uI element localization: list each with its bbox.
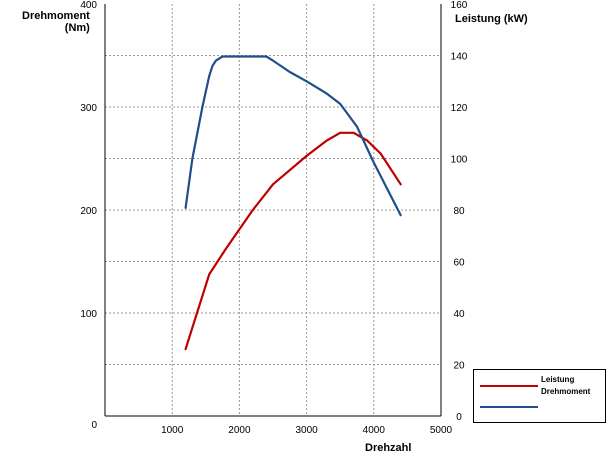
- y-left-tick-label: 400: [80, 0, 97, 11]
- y-right-tick-label: 60: [453, 258, 465, 269]
- x-axis-label: Drehzahl: [365, 442, 412, 454]
- y-right-tick-label: 140: [451, 52, 468, 63]
- y-left-tick-label: 300: [80, 103, 97, 114]
- legend-label-drehmoment: Drehmoment: [541, 387, 591, 396]
- y-right-tick-label: 0: [456, 412, 462, 423]
- legend-swatch-leistung: [480, 385, 538, 387]
- y-left-tick-label: 200: [80, 206, 97, 217]
- legend-swatch-drehmoment: [480, 406, 538, 408]
- origin-tick-label: 0: [91, 420, 97, 431]
- axes: [104, 4, 442, 417]
- tick-labels: 1000 2000 3000 4000 500001002003004000204060…: [80, 0, 467, 436]
- x-tick-label: 5000: [430, 425, 453, 436]
- y-right-tick-label: 20: [453, 361, 465, 372]
- x-tick-label: 2000: [228, 425, 251, 436]
- x-tick-label: 4000: [363, 425, 386, 436]
- x-tick-label: 1000: [161, 425, 184, 436]
- y-axis-left-label-line1: Drehmoment: [22, 10, 90, 22]
- series-lines: [184, 55, 402, 351]
- y-right-tick-label: 120: [451, 103, 468, 114]
- y-axis-left-label-line2: (Nm): [64, 22, 90, 34]
- y-right-tick-label: 160: [451, 0, 468, 11]
- y-left-tick-label: 100: [80, 309, 97, 320]
- y-right-tick-label: 80: [453, 206, 465, 217]
- legend-label-leistung: Leistung: [541, 375, 575, 384]
- legend: Leistung Drehmoment: [473, 369, 606, 423]
- y-right-tick-label: 40: [453, 309, 465, 320]
- y-axis-right-label: Leistung (kW): [455, 13, 528, 25]
- series-line-leistung: [184, 131, 402, 351]
- x-tick-label: 3000: [295, 425, 318, 436]
- y-right-tick-label: 100: [451, 155, 468, 166]
- series-line-drehmoment: [184, 55, 402, 217]
- y-axis-left-label: Drehmoment (Nm): [22, 10, 90, 34]
- grid: [105, 4, 441, 416]
